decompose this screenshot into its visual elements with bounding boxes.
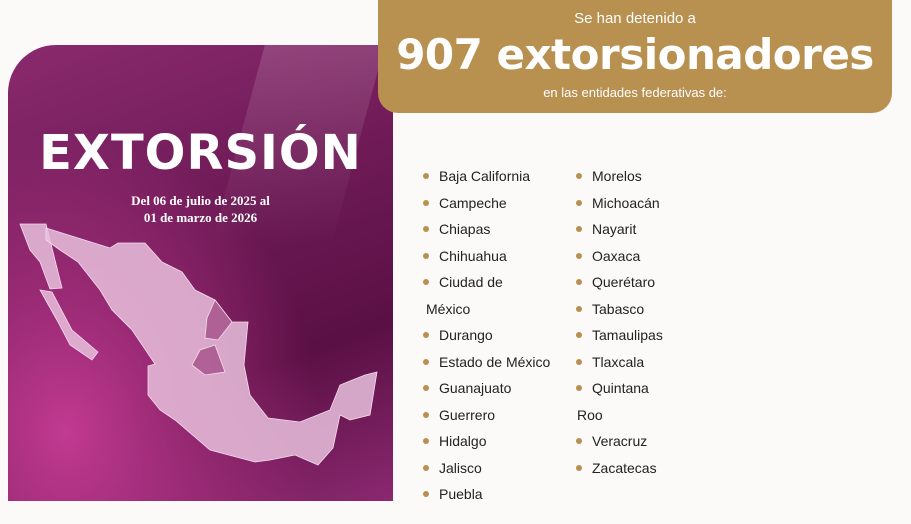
state-label: Tamaulipas bbox=[592, 327, 663, 343]
panel-title: EXTORSIÓN bbox=[39, 125, 362, 181]
bullet-icon bbox=[576, 199, 582, 206]
bullet-icon bbox=[576, 385, 582, 391]
state-item: Quintana bbox=[576, 378, 663, 405]
bullet-icon bbox=[423, 438, 429, 444]
bullet-icon bbox=[423, 252, 429, 259]
state-item: Chiapas bbox=[423, 219, 550, 246]
state-label: Baja California bbox=[439, 168, 531, 184]
state-item: Querétaro bbox=[576, 272, 663, 299]
state-label: Querétaro bbox=[592, 274, 656, 290]
extortion-panel: EXTORSIÓN Del 06 de julio de 2025 al 01 … bbox=[8, 45, 393, 501]
date-line-2: 01 de marzo de 2026 bbox=[143, 210, 258, 225]
state-label: Morelos bbox=[592, 168, 642, 184]
bullet-icon bbox=[423, 358, 429, 365]
state-label: Chihuahua bbox=[439, 247, 507, 264]
state-item: Guerrero bbox=[423, 405, 550, 432]
state-item: Michoacán bbox=[576, 193, 663, 220]
state-label: Oaxaca bbox=[592, 247, 641, 264]
state-label: Veracruz bbox=[592, 433, 648, 449]
state-label: Guerrero bbox=[439, 406, 496, 423]
date-range: Del 06 de julio de 2025 al 01 de marzo d… bbox=[8, 192, 393, 226]
state-label: Quintana bbox=[592, 380, 649, 396]
map-zacatecas bbox=[191, 344, 226, 376]
bullet-icon bbox=[576, 279, 582, 285]
bullet-icon bbox=[576, 173, 582, 179]
state-item: Tabasco bbox=[576, 299, 663, 326]
state-label-continuation: México bbox=[426, 300, 471, 317]
state-label: Nayarit bbox=[592, 221, 637, 237]
bullet-icon bbox=[423, 411, 429, 418]
bullet-icon bbox=[576, 226, 582, 232]
state-item: Chihuahua bbox=[423, 246, 550, 273]
state-item: Tlaxcala bbox=[576, 352, 663, 379]
state-label: Hidalgo bbox=[439, 433, 487, 449]
map-baja-south bbox=[39, 289, 99, 361]
bullet-icon bbox=[423, 464, 429, 471]
state-label: Michoacán bbox=[592, 194, 660, 211]
bullet-icon bbox=[576, 332, 582, 338]
state-label: Campeche bbox=[439, 194, 507, 211]
state-item: Oaxaca bbox=[576, 246, 663, 273]
state-item: Morelos bbox=[576, 166, 663, 193]
state-label: Ciudad de bbox=[439, 274, 503, 290]
state-item: Puebla bbox=[423, 484, 550, 511]
state-item: Hidalgo bbox=[423, 431, 550, 458]
state-item: Guanajuato bbox=[423, 378, 550, 405]
bullet-icon bbox=[576, 305, 582, 312]
state-label: Durango bbox=[439, 327, 493, 343]
state-label: Zacatecas bbox=[592, 459, 657, 476]
state-label: Chiapas bbox=[439, 221, 491, 237]
date-line-1: Del 06 de julio de 2025 al bbox=[131, 193, 270, 208]
bullet-icon bbox=[423, 199, 429, 206]
state-item: Nayarit bbox=[576, 219, 663, 246]
state-label: Tlaxcala bbox=[592, 353, 645, 370]
state-item: Jalisco bbox=[423, 458, 550, 485]
state-label: Puebla bbox=[439, 486, 483, 502]
bullet-icon bbox=[576, 252, 582, 259]
state-label: Tabasco bbox=[592, 300, 645, 317]
state-item: Durango bbox=[423, 325, 550, 352]
bullet-icon bbox=[576, 438, 582, 444]
state-item: Campeche bbox=[423, 193, 550, 220]
banner-intro: Se han detenido a bbox=[574, 10, 696, 27]
bullet-icon bbox=[423, 491, 429, 497]
bullet-icon bbox=[423, 332, 429, 338]
bullet-icon bbox=[423, 173, 429, 179]
bullet-icon bbox=[423, 385, 429, 391]
state-item: Zacatecas bbox=[576, 458, 663, 485]
map-coahuila bbox=[204, 299, 233, 341]
banner-subtitle: en las entidades federativas de: bbox=[543, 85, 727, 100]
state-item: Baja California bbox=[423, 166, 550, 193]
bullet-icon bbox=[576, 464, 582, 471]
state-label-continuation: Roo bbox=[577, 406, 603, 423]
bullet-icon bbox=[423, 279, 429, 285]
states-list-2: Morelos Michoacán Nayarit Oaxaca Querétaro Ta… bbox=[576, 166, 663, 484]
state-item: Estado de México bbox=[423, 352, 550, 379]
state-item: Veracruz bbox=[576, 431, 663, 458]
state-label: Estado de México bbox=[439, 353, 551, 370]
state-item: Tamaulipas bbox=[576, 325, 663, 352]
state-label: Guanajuato bbox=[439, 380, 512, 396]
map-baja-north bbox=[19, 223, 63, 290]
arrests-headline: 907 extorsionadores bbox=[396, 30, 874, 79]
states-list-1: Baja California Campeche Chiapas Chihuahua C… bbox=[423, 166, 550, 511]
bullet-icon bbox=[423, 226, 429, 232]
arrests-banner: Se han detenido a 907 extorsionadores en… bbox=[378, 0, 892, 113]
state-item: Ciudad de bbox=[423, 272, 550, 299]
state-label: Jalisco bbox=[439, 459, 482, 476]
mexico-map bbox=[19, 223, 378, 466]
bullet-icon bbox=[576, 358, 582, 365]
